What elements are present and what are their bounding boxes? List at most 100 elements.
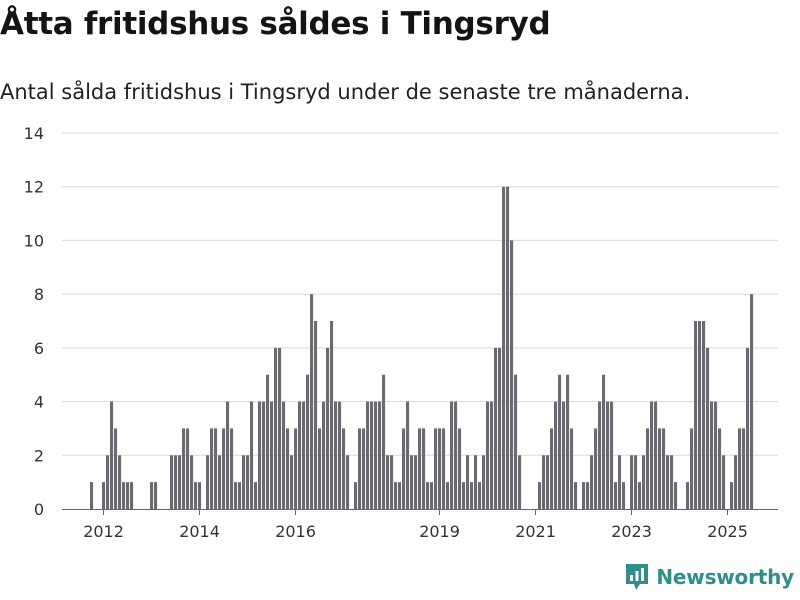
bar — [662, 428, 666, 509]
bar — [198, 482, 202, 509]
bar — [210, 428, 214, 509]
bar — [462, 482, 466, 509]
newsworthy-logo-text: Newsworthy — [656, 565, 794, 589]
bar — [742, 428, 746, 509]
bar — [322, 401, 326, 509]
bar — [306, 374, 310, 509]
gridlines — [62, 132, 778, 456]
bar — [618, 455, 622, 509]
bar — [602, 374, 606, 509]
bar — [286, 428, 290, 509]
bar — [666, 455, 670, 509]
bar — [546, 455, 550, 509]
bar — [330, 321, 334, 509]
bar — [746, 347, 750, 509]
bar — [538, 482, 542, 509]
bar — [262, 401, 266, 509]
bar — [498, 347, 502, 509]
bar — [290, 455, 294, 509]
bar — [650, 401, 654, 509]
bar — [710, 401, 714, 509]
bar — [622, 482, 626, 509]
newsworthy-logo-icon — [626, 564, 649, 590]
bar — [594, 428, 598, 509]
bar — [722, 455, 726, 509]
bar — [214, 428, 218, 509]
bar — [154, 482, 158, 509]
bar — [394, 482, 398, 509]
bar — [738, 428, 742, 509]
y-tick-label: 10 — [24, 231, 44, 250]
bar — [610, 401, 614, 509]
bar — [366, 401, 370, 509]
bar — [402, 428, 406, 509]
chart-subtitle: Antal sålda fritidshus i Tingsryd under … — [0, 80, 691, 104]
bar — [550, 428, 554, 509]
bar — [590, 455, 594, 509]
bar — [294, 428, 298, 509]
bar — [102, 482, 106, 509]
bar — [438, 428, 442, 509]
x-tick-label: 2014 — [179, 522, 220, 541]
bar — [414, 455, 418, 509]
y-axis-labels: 0 2 4 6 8 10 12 14 — [24, 124, 44, 519]
bar — [566, 374, 570, 509]
bar — [470, 482, 474, 509]
bar — [646, 428, 650, 509]
chart-title: Åtta fritidshus såldes i Tingsryd — [0, 6, 551, 42]
bar — [258, 401, 262, 509]
bar — [362, 428, 366, 509]
bar — [234, 482, 238, 509]
newsworthy-logo[interactable]: Newsworthy — [624, 562, 794, 592]
x-tick-label: 2016 — [275, 522, 316, 541]
bar — [486, 401, 490, 509]
bar — [186, 428, 190, 509]
bar — [150, 482, 154, 509]
bar — [418, 428, 422, 509]
bar — [354, 482, 358, 509]
bar — [634, 455, 638, 509]
bar — [446, 482, 450, 509]
bar — [714, 401, 718, 509]
bar — [606, 401, 610, 509]
bar — [194, 482, 198, 509]
bar — [510, 240, 514, 509]
bar — [106, 455, 110, 509]
bar — [410, 455, 414, 509]
bar — [206, 455, 210, 509]
bar — [378, 401, 382, 509]
bar — [442, 428, 446, 509]
y-tick-label: 6 — [34, 339, 44, 358]
y-tick-label: 4 — [34, 393, 44, 412]
bar — [190, 455, 194, 509]
bar — [694, 321, 698, 509]
bar — [182, 428, 186, 509]
bar — [382, 374, 386, 509]
bar — [426, 482, 430, 509]
bar — [242, 455, 246, 509]
bars — [90, 186, 754, 509]
bar — [454, 401, 458, 509]
bar — [598, 401, 602, 509]
bar — [374, 401, 378, 509]
bar — [422, 428, 426, 509]
bar — [586, 482, 590, 509]
y-tick-label: 8 — [34, 285, 44, 304]
bar — [502, 186, 506, 509]
bar — [430, 482, 434, 509]
bar — [122, 482, 126, 509]
bar — [318, 428, 322, 509]
bar — [254, 482, 258, 509]
bar — [218, 455, 222, 509]
bar — [274, 347, 278, 509]
bar — [642, 455, 646, 509]
x-tick-label: 2023 — [611, 522, 652, 541]
annotations: 8 — [751, 0, 761, 4]
bar — [222, 428, 226, 509]
bar — [406, 401, 410, 509]
x-axis-labels: 2012 2014 2016 2019 2021 2023 2025 — [83, 509, 748, 541]
bar — [466, 455, 470, 509]
bar — [698, 321, 702, 509]
bar — [390, 455, 394, 509]
bar — [278, 347, 282, 509]
